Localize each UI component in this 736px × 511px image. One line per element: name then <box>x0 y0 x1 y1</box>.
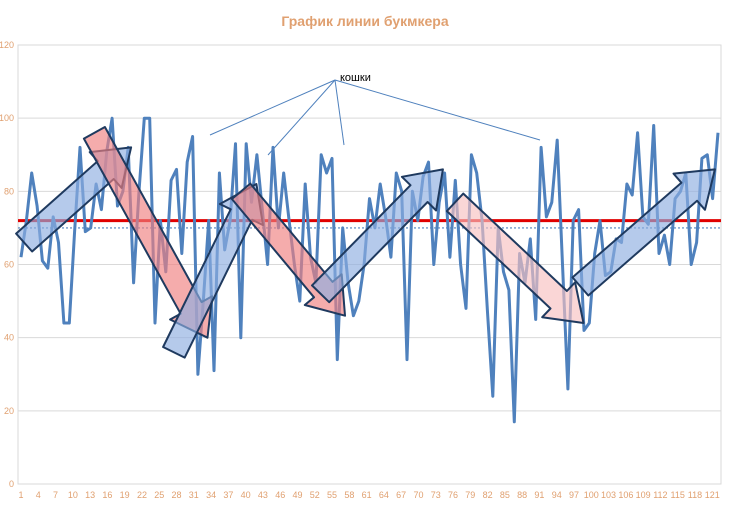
x-tick-label: 46 <box>275 490 285 500</box>
x-tick-label: 112 <box>653 490 667 500</box>
annotation-leader-line <box>334 79 541 141</box>
x-tick-label: 79 <box>465 490 475 500</box>
x-tick-label: 121 <box>705 490 720 500</box>
x-tick-label: 61 <box>362 490 372 500</box>
trend-arrow <box>445 192 585 324</box>
annotation-leader-line <box>267 79 336 156</box>
x-tick-label: 67 <box>396 490 406 500</box>
y-tick-label: 0 <box>9 479 14 489</box>
y-tick-label: 40 <box>4 333 14 343</box>
x-tick-label: 85 <box>500 490 510 500</box>
y-tick-label: 120 <box>0 40 14 50</box>
annotation-label: кошки <box>340 72 371 84</box>
y-tick-label: 20 <box>4 406 14 416</box>
x-tick-label: 10 <box>68 490 78 500</box>
x-tick-label: 106 <box>618 490 633 500</box>
x-tick-label: 115 <box>670 490 684 500</box>
x-tick-label: 70 <box>413 490 423 500</box>
x-tick-label: 100 <box>584 490 599 500</box>
x-tick-label: 13 <box>85 490 95 500</box>
trend-arrows <box>15 126 716 359</box>
x-tick-label: 91 <box>534 490 544 500</box>
x-tick-label: 52 <box>310 490 320 500</box>
annotation-leader-line <box>334 79 345 146</box>
x-tick-label: 82 <box>483 490 493 500</box>
x-tick-label: 31 <box>189 490 199 500</box>
x-tick-label: 25 <box>154 490 164 500</box>
annotations: кошки <box>209 72 541 156</box>
x-axis: 1 4 7 10 13 16 19 22 25 28 31 34 37 40 43 46 49 52 55 58 61 6… <box>18 490 719 500</box>
x-tick-label: 43 <box>258 490 268 500</box>
trend-arrow <box>571 168 716 297</box>
x-tick-label: 37 <box>223 490 233 500</box>
x-tick-label: 94 <box>552 490 562 500</box>
x-tick-label: 73 <box>431 490 441 500</box>
x-tick-label: 28 <box>172 490 182 500</box>
x-tick-label: 49 <box>292 490 302 500</box>
plot-border <box>17 44 722 485</box>
y-axis: 0 20 40 60 80 100 120 <box>0 40 14 489</box>
x-tick-label: 1 <box>18 490 23 500</box>
x-tick-label: 40 <box>241 490 251 500</box>
x-tick-label: 4 <box>36 490 41 500</box>
x-tick-label: 103 <box>601 490 616 500</box>
x-tick-label: 55 <box>327 490 337 500</box>
y-tick-label: 100 <box>0 113 14 123</box>
y-tick-label: 80 <box>4 186 14 196</box>
x-tick-label: 97 <box>569 490 579 500</box>
x-tick-label: 64 <box>379 490 389 500</box>
trend-arrow <box>311 168 444 304</box>
x-tick-label: 19 <box>120 490 130 500</box>
x-tick-label: 16 <box>102 490 112 500</box>
x-tick-label: 109 <box>636 490 651 500</box>
x-tick-label: 118 <box>688 490 702 500</box>
x-tick-label: 76 <box>448 490 458 500</box>
x-tick-label: 58 <box>344 490 354 500</box>
x-tick-label: 34 <box>206 490 216 500</box>
annotation-leader-line <box>209 79 336 136</box>
x-tick-label: 22 <box>137 490 147 500</box>
x-tick-label: 7 <box>53 490 58 500</box>
y-tick-label: 60 <box>4 260 14 270</box>
x-tick-label: 88 <box>517 490 527 500</box>
chart-title: График линии букмкера <box>281 13 449 29</box>
